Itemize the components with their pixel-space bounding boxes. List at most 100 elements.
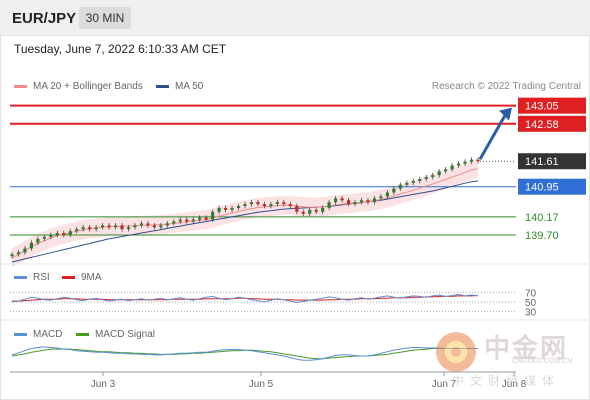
candle xyxy=(288,201,292,209)
level-tag-143.05 xyxy=(518,97,586,114)
candle xyxy=(230,205,234,213)
candle-body xyxy=(217,207,221,212)
candle-body xyxy=(107,225,111,228)
candle xyxy=(469,157,474,164)
legend-ma50: MA 50 xyxy=(156,81,203,92)
rsi-ma-swatch xyxy=(62,276,75,279)
candle-body xyxy=(223,207,228,210)
candle xyxy=(223,205,228,213)
candle xyxy=(431,172,435,180)
level-label-143.05: 143.05 xyxy=(525,101,559,113)
candle-body xyxy=(469,159,474,162)
macd-line xyxy=(11,346,478,361)
candle xyxy=(29,240,34,251)
candle-body xyxy=(178,219,182,222)
candle-body xyxy=(431,175,435,178)
candle xyxy=(262,201,267,209)
x-tick-label: Jun 3 xyxy=(91,379,116,390)
macd-signal-swatch xyxy=(76,333,89,336)
legend-ma20-label: MA 20 + Bollinger Bands xyxy=(33,81,143,92)
candle xyxy=(379,194,383,201)
candle xyxy=(94,224,98,232)
candle xyxy=(392,186,396,195)
candle xyxy=(385,190,389,199)
level-tag-140.95 xyxy=(518,178,586,195)
candle-body xyxy=(249,202,254,205)
candle-body xyxy=(172,221,176,224)
candle-body xyxy=(379,196,383,199)
candle xyxy=(159,223,163,230)
candle-body xyxy=(165,223,169,226)
candle xyxy=(366,197,370,205)
ma20-swatch xyxy=(14,85,27,88)
candle xyxy=(133,223,137,230)
candle xyxy=(314,207,318,215)
candle-body xyxy=(198,217,202,220)
candle-body xyxy=(256,202,260,205)
candle-body xyxy=(211,211,215,220)
candle xyxy=(346,197,351,207)
candle-body xyxy=(372,198,377,203)
x-tick-label: Jun 5 xyxy=(249,379,274,390)
candle xyxy=(437,168,441,178)
candle-body xyxy=(16,252,21,255)
candle xyxy=(191,217,195,224)
candle-body xyxy=(321,207,325,212)
candle-body xyxy=(75,229,79,232)
candle-body xyxy=(275,202,279,205)
candle-body xyxy=(444,169,448,172)
candle-body xyxy=(113,225,118,228)
candle xyxy=(120,223,124,232)
candle xyxy=(88,224,92,232)
chart-header: EUR/JPY 30 MIN xyxy=(0,0,590,36)
candle xyxy=(68,228,72,238)
bollinger-band xyxy=(12,158,478,268)
candle-body xyxy=(42,236,46,239)
candle-body xyxy=(269,204,273,207)
candle-body xyxy=(94,227,98,230)
candle-body xyxy=(101,225,105,228)
candle xyxy=(101,223,105,230)
candle xyxy=(256,199,260,207)
candle xyxy=(152,223,156,230)
legend-rsi-ma-label: 9MA xyxy=(81,272,102,283)
candle-body xyxy=(49,234,53,237)
candle-body xyxy=(62,233,66,235)
candle-body xyxy=(133,225,137,228)
candle-body xyxy=(282,202,286,205)
rsi-tick-label: 50 xyxy=(525,298,537,309)
legend-rsi-ma: 9MA xyxy=(62,272,102,283)
candle xyxy=(275,199,279,207)
timeframe-button[interactable]: 30 MIN xyxy=(79,7,131,29)
candle xyxy=(411,178,415,186)
candle xyxy=(372,195,377,205)
candle-body xyxy=(185,219,189,222)
candle-body xyxy=(23,248,27,253)
candle-body xyxy=(314,209,318,212)
candle xyxy=(23,246,27,255)
candle xyxy=(444,167,448,174)
candle xyxy=(16,250,21,257)
candle-body xyxy=(353,202,357,205)
candle-body xyxy=(334,198,338,203)
candle-body xyxy=(159,225,163,228)
candle xyxy=(10,251,14,259)
ma50-swatch xyxy=(156,85,169,88)
candle-body xyxy=(456,163,461,166)
candle-body xyxy=(88,227,92,230)
candle-body xyxy=(36,238,40,243)
x-tick-label: Jun 7 xyxy=(432,379,457,390)
candle xyxy=(185,217,189,224)
legend-rsi-label: RSI xyxy=(33,272,50,283)
projection-arrow xyxy=(478,112,508,160)
candle-body xyxy=(152,225,156,228)
candle xyxy=(172,219,176,226)
candle-body xyxy=(424,177,428,179)
rsi-swatch xyxy=(14,276,27,279)
candle-body xyxy=(366,200,370,203)
candle-body xyxy=(262,204,267,207)
candle xyxy=(334,195,338,205)
candle xyxy=(211,209,215,222)
candle-body xyxy=(68,231,72,235)
